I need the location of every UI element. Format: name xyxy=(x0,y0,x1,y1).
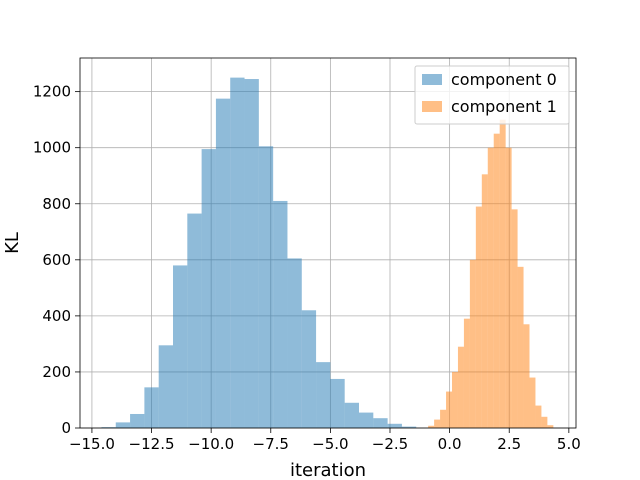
legend-swatch-component-1 xyxy=(422,101,442,112)
x-tick-label: 5.0 xyxy=(557,435,581,453)
y-axis-label: KL xyxy=(2,232,23,254)
bar-component-1 xyxy=(535,405,542,428)
bar-component-0 xyxy=(273,200,288,428)
bar-component-0 xyxy=(359,412,374,428)
bar-component-1 xyxy=(463,318,470,428)
bar-component-1 xyxy=(457,346,464,428)
bar-component-1 xyxy=(511,209,518,428)
bar-component-1 xyxy=(505,147,512,429)
bar-component-1 xyxy=(493,133,500,428)
bar-component-0 xyxy=(115,422,131,428)
plot-area-frame xyxy=(79,57,577,429)
bar-component-1 xyxy=(452,371,458,428)
legend: component 0 component 1 xyxy=(414,65,570,125)
bar-component-0 xyxy=(101,427,116,428)
y-tick-label: 200 xyxy=(42,363,71,381)
bar-component-1 xyxy=(523,324,530,428)
x-tick-label: −15.0 xyxy=(69,435,115,453)
bar-component-1 xyxy=(499,119,506,429)
y-tick-label: 1000 xyxy=(33,139,71,157)
legend-label-component-1: component 1 xyxy=(451,97,557,116)
x-tick-label: −12.5 xyxy=(129,435,175,453)
x-tick-label: 0.0 xyxy=(438,435,462,453)
bar-component-0 xyxy=(258,146,274,428)
bar-component-1 xyxy=(475,206,482,428)
bar-component-1 xyxy=(440,409,447,428)
bar-component-0 xyxy=(244,79,259,428)
bar-component-0 xyxy=(187,213,202,428)
legend-label-component-0: component 0 xyxy=(451,70,557,89)
bar-component-0 xyxy=(201,149,216,428)
x-tick-label: −7.5 xyxy=(253,435,289,453)
y-tick-label: 400 xyxy=(42,307,71,325)
bar-component-1 xyxy=(547,425,554,428)
y-tick-label: 600 xyxy=(42,251,71,269)
bar-component-0 xyxy=(330,378,345,428)
bar-component-0 xyxy=(215,98,231,429)
bar-component-0 xyxy=(287,258,302,428)
x-tick-label: −10.0 xyxy=(188,435,234,453)
bar-component-0 xyxy=(316,362,331,428)
x-tick-label: −2.5 xyxy=(372,435,408,453)
legend-box xyxy=(414,65,570,125)
x-tick-label: 2.5 xyxy=(497,435,521,453)
bar-component-1 xyxy=(529,377,536,428)
bar-component-0 xyxy=(401,426,417,428)
bar-component-0 xyxy=(144,387,159,428)
bar-component-1 xyxy=(469,259,476,428)
bar-component-0 xyxy=(158,345,173,428)
bar-component-1 xyxy=(517,266,524,428)
y-tick-label: 800 xyxy=(42,195,71,213)
bar-component-1 xyxy=(541,416,548,428)
y-tick-label: 0 xyxy=(61,419,71,437)
bar-component-0 xyxy=(301,310,317,428)
bar-component-1 xyxy=(446,391,452,428)
bar-component-0 xyxy=(173,265,188,428)
bar-component-0 xyxy=(130,413,145,428)
bar-component-1 xyxy=(434,419,441,428)
legend-swatch-component-0 xyxy=(422,74,442,85)
bar-component-0 xyxy=(373,418,388,428)
bar-component-1 xyxy=(487,147,494,429)
axis-ticks: −15.0 −12.5 −10.0 −7.5 −5.0 −2.5 0.0 2.5 5.0 0 200… xyxy=(33,83,581,453)
x-axis-label: iteration xyxy=(290,460,366,480)
histogram-bars xyxy=(101,77,554,429)
bar-component-0 xyxy=(387,423,402,428)
x-tick-label: −5.0 xyxy=(312,435,348,453)
bar-component-1 xyxy=(428,425,435,428)
bar-component-0 xyxy=(344,402,359,428)
bar-component-0 xyxy=(230,77,245,428)
bar-component-1 xyxy=(481,174,488,428)
y-tick-label: 1200 xyxy=(33,83,71,101)
